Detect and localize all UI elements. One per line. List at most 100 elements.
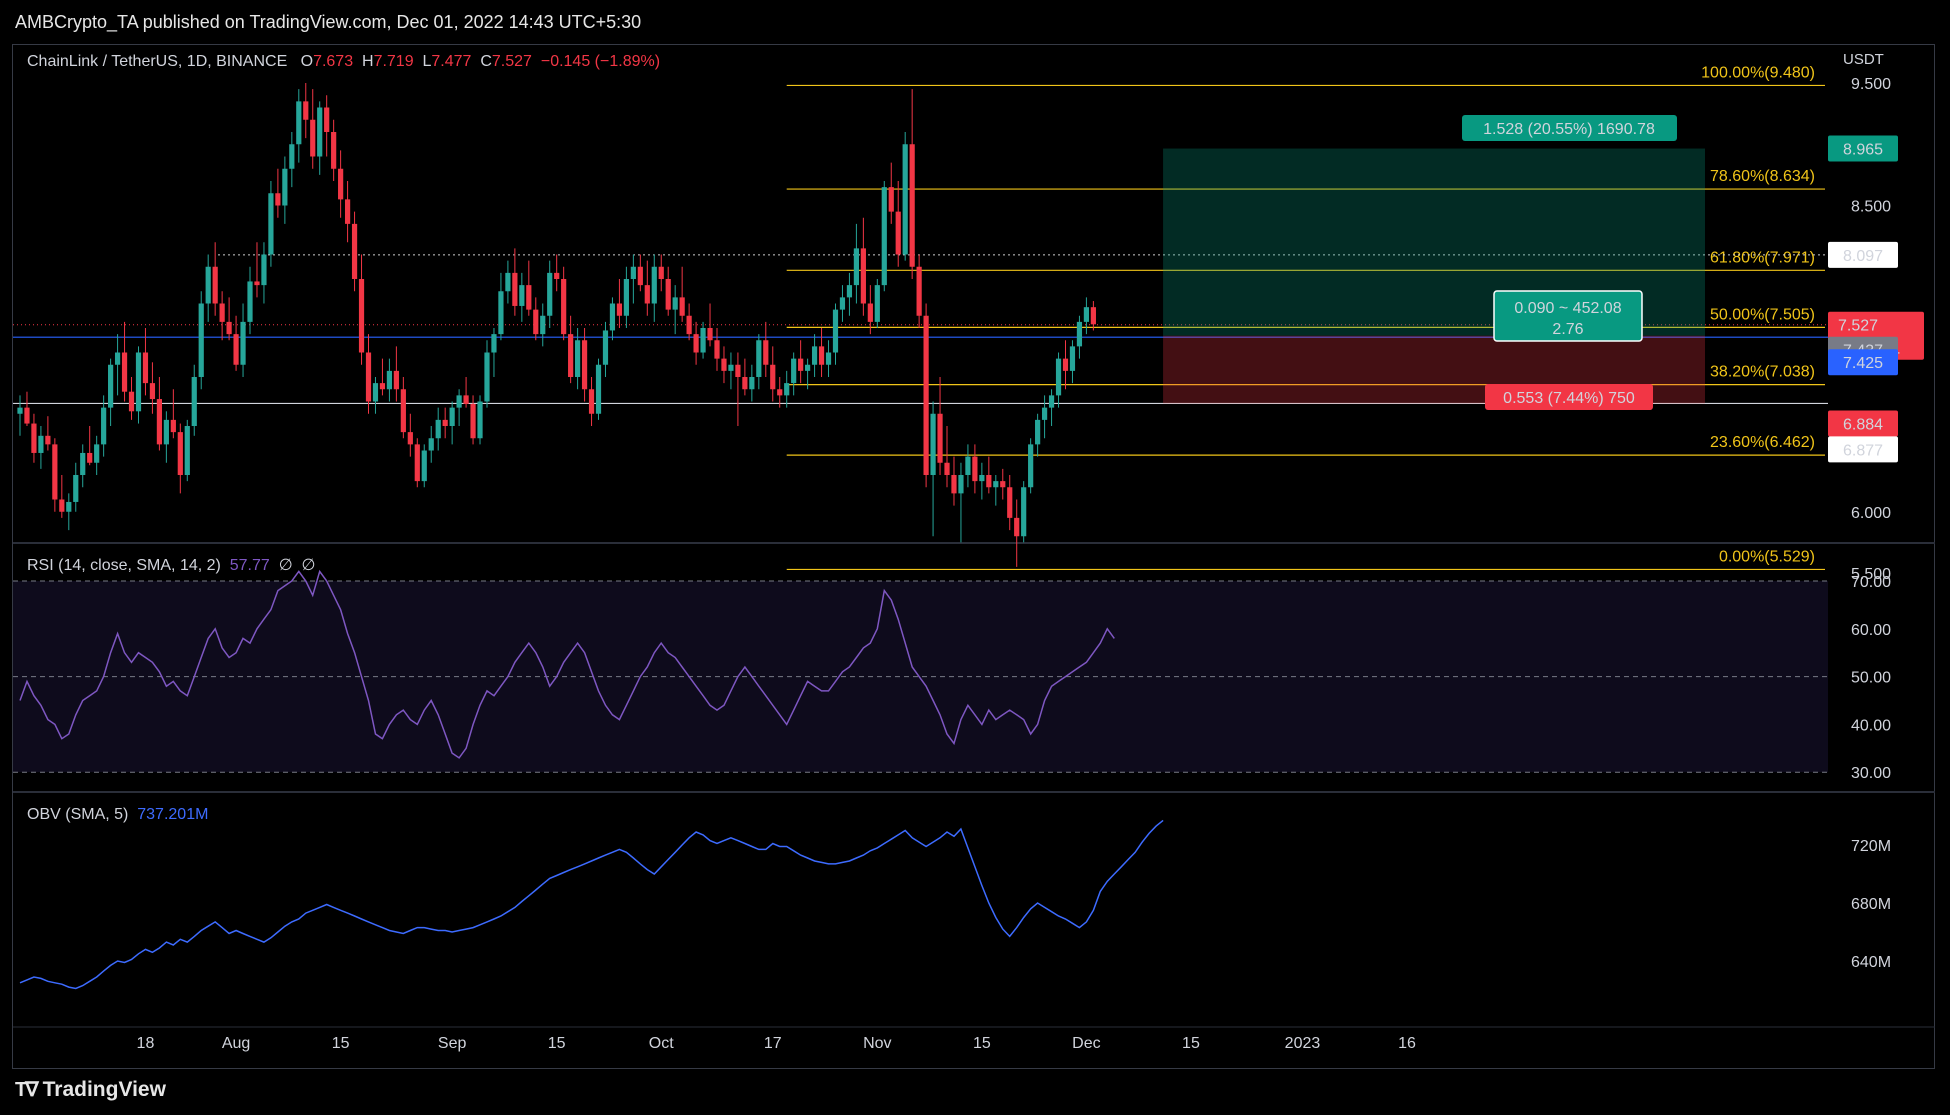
candle-up [1083,307,1090,322]
candle-up [595,364,602,414]
candle-down [972,456,978,482]
tradingview-brand: TradingView [42,1078,166,1101]
candle-down [87,452,93,463]
price-axis-tick: 9.500 [1851,76,1891,93]
candle-down [219,303,225,322]
low-value: 7.477 [431,53,472,70]
candle-up [1069,346,1076,371]
candle-down [275,193,281,206]
fib-level-label: 61.80%(7.971) [1710,249,1815,266]
candle-down [916,266,922,316]
candle-down [686,315,692,335]
candle-up [547,272,553,316]
candle-up [498,291,504,335]
obv-axis-tick: 720M [1851,838,1891,855]
time-axis-tick: 15 [973,1035,991,1052]
candle-down [679,297,685,316]
candle-up [198,303,204,377]
candle-up [108,364,114,408]
price-legend: ChainLink / TetherUS, 1D, BINANCE O7.673… [27,53,660,71]
candle-up [651,266,657,304]
candle-down [944,462,950,475]
time-axis-tick: 15 [548,1035,566,1052]
time-axis-tick: Sep [438,1035,467,1052]
candle-up [1028,444,1034,488]
position-center-label-1: 0.090 ~ 452.08 [1514,300,1621,317]
candle-up [540,315,546,335]
obv-label: OBV (SMA, 5) [27,806,129,823]
candle-up [101,407,107,445]
badge-8097-bg [1828,241,1898,268]
position-target-label-bg [1462,115,1677,141]
time-axis-tick: 17 [764,1035,782,1052]
fib-level-label: 78.60%(8.634) [1710,168,1815,185]
rsi-extra-2: ∅ [301,557,316,574]
candle-down [400,389,406,433]
rsi-axis-tick: 40.00 [1851,717,1891,734]
rsi-axis-tick: 70.00 [1851,574,1891,591]
badge-7425-bg [1828,349,1898,376]
candle-up [114,352,121,365]
badge-6877-bg [1828,436,1898,463]
obv-line [19,819,1164,990]
rsi-value: 57.77 [229,557,270,574]
time-axis-tick: 2023 [1285,1035,1321,1052]
fib-level-label: 100.00%(9.480) [1701,64,1815,81]
candle-down [365,352,372,402]
open-label: O [300,53,314,70]
candle-up [825,352,832,365]
candle-up [135,352,142,412]
candle-up [1041,407,1048,420]
candle-up [428,438,434,451]
candle-up [163,419,169,445]
candle-down [658,266,664,279]
candle-down [142,352,149,384]
candle-down [128,391,135,412]
candle-down [212,266,218,304]
candle-up [1021,487,1027,537]
candle-up [421,450,427,482]
candle-up [791,358,797,384]
tradingview-logo[interactable]: T∇ TradingView [15,1077,166,1102]
candle-up [491,334,497,353]
fib-level-label: 38.20%(7.038) [1710,364,1815,381]
obv-value: 737.201M [137,806,209,823]
candle-up [296,101,302,145]
badge-6877: 6.877 [1843,442,1883,459]
candle-down [895,211,901,255]
candle-down [351,223,358,279]
fib-level-label: 23.60%(6.462) [1710,434,1815,451]
candle-up [784,383,790,396]
time-axis-tick: Oct [649,1035,674,1052]
candle-up [979,475,985,482]
candle-down [310,119,316,157]
candle-up [1035,419,1041,445]
candle-up [756,340,762,377]
candle-up [477,401,483,439]
price-axis-tick: 8.500 [1851,199,1891,216]
obv-axis-tick: 640M [1851,954,1891,971]
candle-down [742,377,748,390]
badge-6884-bg [1828,410,1898,437]
candle-down [470,403,476,439]
position-center-label-border [1493,290,1643,342]
candle-up [435,419,441,439]
candle-up [902,144,908,255]
candle-up [839,297,846,310]
candle-down [777,389,783,396]
time-axis-tick: 18 [137,1035,155,1052]
candle-up [749,377,755,390]
candle-up [805,364,811,371]
candle-down [637,266,643,286]
candle-up [881,187,887,286]
tradingview-logo-icon: T∇ [15,1079,39,1101]
candle-up [1055,358,1062,396]
rsi-label: RSI (14, close, SMA, 14, 2) [27,557,221,574]
candle-down [379,383,386,390]
close-value: 7.527 [491,53,532,70]
candle-up [191,377,197,426]
candle-down [442,419,448,426]
footer-bar [0,1070,1950,1115]
candle-down [818,346,825,365]
